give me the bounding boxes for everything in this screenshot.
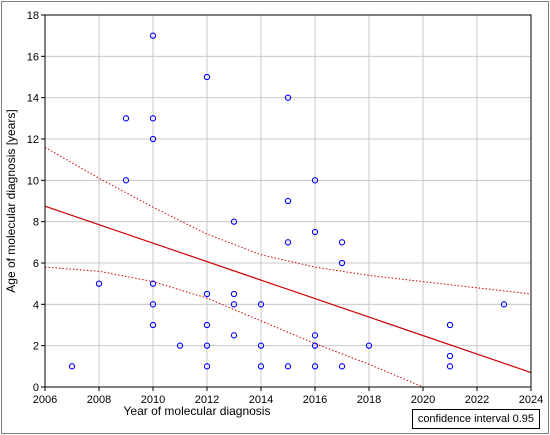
x-tick-label-2: 2010	[141, 394, 165, 406]
data-point-0	[68, 363, 76, 370]
data-point-27	[311, 177, 319, 184]
data-point-28	[311, 228, 319, 236]
data-point-18	[230, 301, 238, 308]
confidence-band	[45, 146, 531, 387]
data-point-39	[500, 301, 508, 308]
confidence-lower-line	[45, 266, 424, 387]
plot-area-border	[44, 14, 532, 388]
data-point-29	[311, 332, 319, 339]
data-point-13	[203, 321, 211, 329]
confidence-upper-line	[45, 146, 531, 295]
data-point-24	[284, 197, 292, 205]
data-point-20	[257, 301, 265, 308]
y-tick-label-0: 0	[33, 382, 39, 394]
data-point-12	[203, 290, 211, 298]
data-point-36	[446, 321, 454, 329]
data-point-4	[149, 32, 157, 39]
y-axis-title: Age of molecular diagnosis [years]	[4, 109, 18, 292]
data-point-14	[203, 342, 211, 349]
y-tick-label-7: 14	[27, 93, 39, 105]
x-tick-label-1: 2008	[87, 394, 111, 406]
x-tick-label-5: 2016	[303, 394, 327, 406]
x-tick-label-7: 2020	[411, 394, 435, 406]
y-tick-label-3: 6	[33, 258, 39, 270]
data-point-22	[257, 363, 265, 370]
grid	[44, 14, 532, 388]
data-point-17	[230, 290, 238, 298]
data-point-7	[149, 280, 157, 287]
data-point-2	[122, 115, 130, 122]
x-axis-title: Year of molecular diagnosis	[124, 404, 271, 418]
data-point-11	[203, 73, 211, 81]
data-point-3	[122, 177, 130, 184]
data-point-10	[176, 342, 184, 349]
data-points	[68, 32, 508, 370]
x-tick-label-9: 2024	[519, 394, 543, 406]
data-point-32	[338, 239, 346, 246]
x-tick-label-6: 2018	[357, 394, 381, 406]
x-axis-ticks: 2006 2008 2010 2012 2014 2016 2018 2020 2022 2024	[33, 387, 543, 406]
data-point-25	[284, 239, 292, 246]
data-point-23	[284, 94, 292, 101]
y-tick-label-4: 8	[33, 217, 39, 229]
data-point-1	[95, 280, 103, 287]
data-point-30	[311, 342, 319, 349]
x-tick-label-8: 2022	[465, 394, 489, 406]
data-point-38	[446, 363, 454, 370]
data-point-8	[149, 301, 157, 308]
x-tick-label-0: 2006	[33, 394, 57, 406]
data-point-31	[311, 363, 319, 370]
data-point-33	[338, 259, 346, 267]
x-tick-label-4: 2014	[249, 394, 273, 406]
y-tick-label-6: 12	[27, 134, 39, 146]
legend-box: confidence interval 0.95	[411, 409, 540, 429]
data-point-35	[365, 342, 373, 349]
data-point-16	[230, 218, 238, 225]
data-point-37	[446, 352, 454, 360]
data-point-5	[149, 115, 157, 122]
data-point-26	[284, 363, 292, 370]
data-point-6	[149, 135, 157, 143]
data-point-9	[149, 321, 157, 329]
data-point-21	[257, 342, 265, 349]
regression-line	[44, 205, 532, 374]
data-point-34	[338, 363, 346, 370]
data-point-15	[203, 363, 211, 370]
y-tick-label-2: 4	[33, 299, 39, 311]
y-tick-label-5: 10	[27, 175, 39, 187]
data-point-19	[230, 332, 238, 339]
x-tick-label-3: 2012	[195, 394, 219, 406]
y-tick-label-8: 16	[27, 51, 39, 63]
regression-line-group	[44, 205, 532, 374]
y-tick-label-1: 2	[33, 341, 39, 353]
y-tick-label-9: 18	[27, 10, 39, 22]
y-axis-ticks: 0 2 4 6 8 10 12 14 16 18	[27, 10, 45, 394]
